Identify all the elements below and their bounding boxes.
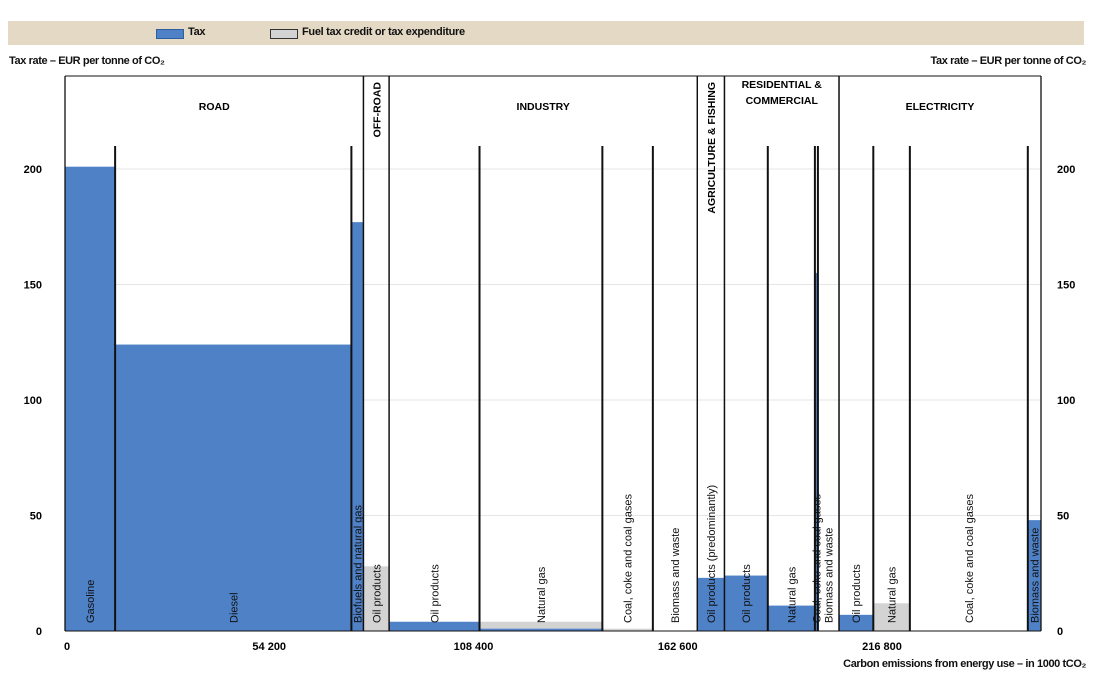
segment-label: Oil products (predominantly) <box>706 485 718 623</box>
bar-credit <box>873 603 910 631</box>
sector-label: ROAD <box>199 101 230 113</box>
bar-tax <box>724 575 768 631</box>
segment-label: Biomass and waste <box>823 528 835 623</box>
sector-label: AGRICULTURE & FISHING <box>706 82 718 214</box>
segment-label: Diesel <box>228 592 240 623</box>
bar-credit <box>363 566 390 631</box>
segment-label: Coal, coke and coal gases <box>964 493 976 623</box>
bar-tax <box>1027 520 1041 631</box>
segment-label: Gasoline <box>85 580 97 623</box>
bar-tax <box>767 605 815 631</box>
y-tick-label-right: 100 <box>1057 395 1075 407</box>
axes: 0 0 50 50 100 100 150 150 200 200 0 54 200 108 400 16… <box>24 164 1076 653</box>
legend-swatch-tax <box>156 29 184 39</box>
segment-label: Oil products <box>741 564 753 623</box>
sector-label: RESIDENTIAL & <box>742 79 823 91</box>
y-tick-label-right: 150 <box>1057 280 1075 292</box>
segment-label: Oil products <box>371 564 383 623</box>
sector-frames <box>64 75 1042 631</box>
segment-label: Oil products <box>851 564 863 623</box>
segment-label: Biomass and waste <box>1029 528 1041 623</box>
y-axis-title-right: Tax rate – EUR per tonne of CO₂ <box>930 55 1087 67</box>
segment-label: Coal, coke and coal gases <box>811 493 823 623</box>
x-tick-label: 0 <box>64 641 70 653</box>
bar-tax <box>814 272 818 631</box>
x-tick-label: 216 800 <box>862 641 902 653</box>
bars <box>65 166 1041 631</box>
legend: Tax Fuel tax credit or tax expenditure <box>8 21 1084 45</box>
x-tick-label: 162 600 <box>658 641 698 653</box>
sector-label: COMMERCIAL <box>746 95 819 107</box>
bar-tax <box>115 344 352 631</box>
segment-labels: ROAD OFF-ROAD INDUSTRY AGRICULTURE & FISHIN… <box>85 79 1041 623</box>
y-tick-label-right: 0 <box>1057 626 1063 638</box>
bar-credit <box>602 628 653 631</box>
bar-tax <box>839 614 874 631</box>
bar-tax <box>65 166 116 631</box>
x-tick-label: 108 400 <box>454 641 494 653</box>
bar-tax <box>697 577 725 631</box>
segment-label: Natural gas <box>786 566 798 623</box>
y-tick-label-right: 200 <box>1057 164 1075 176</box>
y-tick-label-left: 200 <box>24 164 42 176</box>
y-tick-label-left: 150 <box>24 280 42 292</box>
y-tick-label-left: 0 <box>36 626 42 638</box>
y-axis-title-left: Tax rate – EUR per tonne of CO₂ <box>9 55 165 67</box>
sector-label: OFF-ROAD <box>371 82 383 138</box>
segment-label: Biofuels and natural gas <box>352 504 364 623</box>
separators <box>114 146 1029 631</box>
segment-label: Biomass and waste <box>670 528 682 623</box>
bar-tax <box>389 621 480 631</box>
legend-label-credit: Fuel tax credit or tax expenditure <box>302 26 465 38</box>
legend-swatch-credit <box>270 29 298 39</box>
y-tick-label-left: 100 <box>24 395 42 407</box>
segment-label: Natural gas <box>887 566 899 623</box>
bar-credit <box>479 621 603 631</box>
x-axis-title: Carbon emissions from energy use – in 10… <box>843 658 1086 670</box>
segment-label: Natural gas <box>536 566 548 623</box>
legend-label-tax: Tax <box>188 26 206 38</box>
segment-label: Oil products <box>429 564 441 623</box>
segment-label: Coal, coke and coal gases <box>623 493 635 623</box>
y-tick-label-left: 50 <box>30 511 42 523</box>
bar-tax <box>479 628 603 631</box>
x-tick-label: 54 200 <box>252 641 286 653</box>
sector-label: ELECTRICITY <box>906 101 975 113</box>
y-tick-label-right: 50 <box>1057 511 1069 523</box>
bar-tax <box>351 222 364 631</box>
sector-label: INDUSTRY <box>517 101 570 113</box>
